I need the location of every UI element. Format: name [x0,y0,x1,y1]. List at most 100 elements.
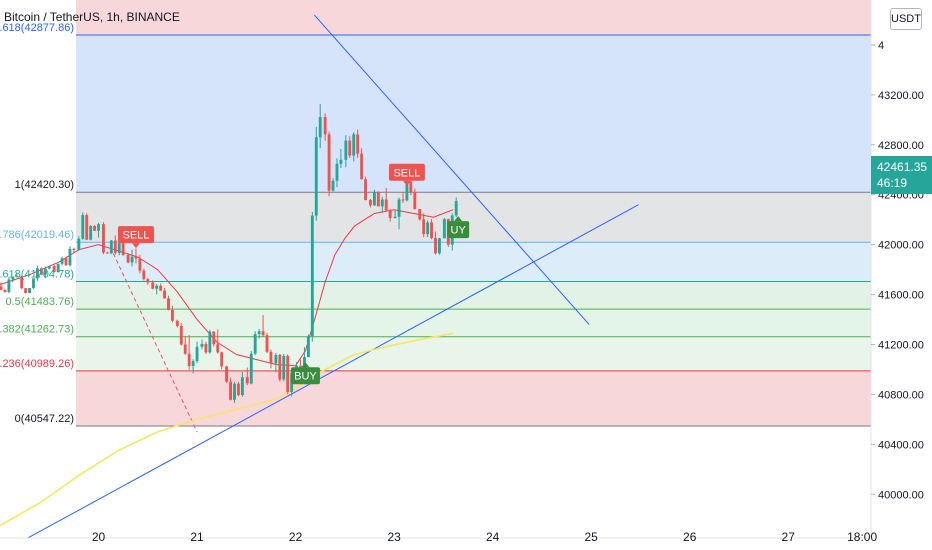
candle-body [438,238,441,254]
candle [179,322,183,346]
y-tick-label: 4 [878,40,884,52]
y-tick-label: 40800.00 [878,389,924,401]
candle-body [376,191,380,207]
candle [109,240,113,255]
candle [245,367,249,386]
candle [212,331,216,347]
signal-box [447,221,470,239]
candle-body [384,199,388,211]
candle-body [245,377,249,384]
fib-label: 0.5(41483.76) [6,296,75,308]
y-tick-label: 41600.00 [878,290,924,302]
signal-pointer [454,216,463,222]
sell-signal: SELL [388,163,425,186]
candle-body [360,153,364,180]
candle [200,339,204,350]
candle-body [352,134,356,156]
candle-body [28,287,31,294]
candle-body [348,140,352,156]
candle [85,213,89,241]
candle-body [3,289,7,292]
candle [388,209,392,222]
candle [183,335,187,355]
candle-body [7,279,11,292]
candle-body [409,181,413,193]
candle-body [220,352,224,367]
candle-body [356,134,360,154]
candle [20,275,24,290]
candle-body [314,137,318,216]
fib-band [76,370,871,427]
candle-body [121,243,125,256]
candle-body [388,210,392,219]
candle-body [151,282,155,289]
candle [434,231,437,255]
candle [64,256,68,266]
candle-body [0,286,3,290]
candle-body [204,343,208,353]
price-axis [871,0,932,550]
candle-body [20,276,24,289]
x-tick-label: 25 [584,530,598,544]
candle [0,282,3,290]
candle-body [237,383,240,396]
candle [278,353,282,382]
candle [454,197,458,218]
candle [204,341,208,354]
candle [282,354,286,382]
signal-pointer [301,362,310,368]
signal-pointer [131,243,140,249]
x-tick-label: 18:00 [847,530,877,544]
candle [310,211,314,342]
fib-band [76,309,871,337]
y-tick-label: 40400.00 [878,439,924,451]
candle-body [229,381,232,400]
candle-body [60,258,64,264]
candle-body [233,383,236,400]
candle [130,249,134,267]
fib-label: 0(40547.22) [15,413,74,425]
ema-fast-line [0,209,454,367]
candle-body [306,336,310,358]
y-tick-label: 42000.00 [878,240,924,252]
candle [331,178,335,192]
candle [121,241,125,256]
candle [369,198,372,208]
currency-unit-button[interactable]: USDT [890,8,922,30]
candle [413,188,417,210]
candle-body [401,199,405,201]
candle [422,213,426,238]
candle [356,129,360,158]
candle-body [274,354,278,364]
y-tick-label: 40000.00 [878,489,924,501]
candle-body [117,243,121,253]
signals: SELL BUY SELL UY [117,163,470,385]
candle-body [89,225,93,240]
candle [327,131,331,197]
last-price-tag: 42461.35 46:19 [871,156,932,194]
candle-body [24,288,28,294]
candle-body [257,331,261,335]
candle [24,287,28,294]
candle-body [163,290,166,299]
candle-body [418,208,422,220]
y-tick-label: 41200.00 [878,340,924,352]
up-trend-line [11,204,639,548]
fib-band [76,0,871,35]
down-trend-line [313,14,590,325]
candle [15,272,19,278]
candle-body [167,298,170,310]
candle [257,328,261,339]
candle-body [134,256,138,259]
signal-label: UY [451,225,467,237]
fib-label: 0.236(40989.26) [0,358,74,370]
candle [335,158,339,187]
signal-box [117,226,154,244]
candle [191,359,195,374]
fib-labels: 1.618(42877.86) 1(42420.30) 0.786(42019.46… [0,22,74,425]
candle [126,253,130,264]
candle-body [430,222,433,239]
candle [225,365,229,384]
candle [47,266,51,270]
